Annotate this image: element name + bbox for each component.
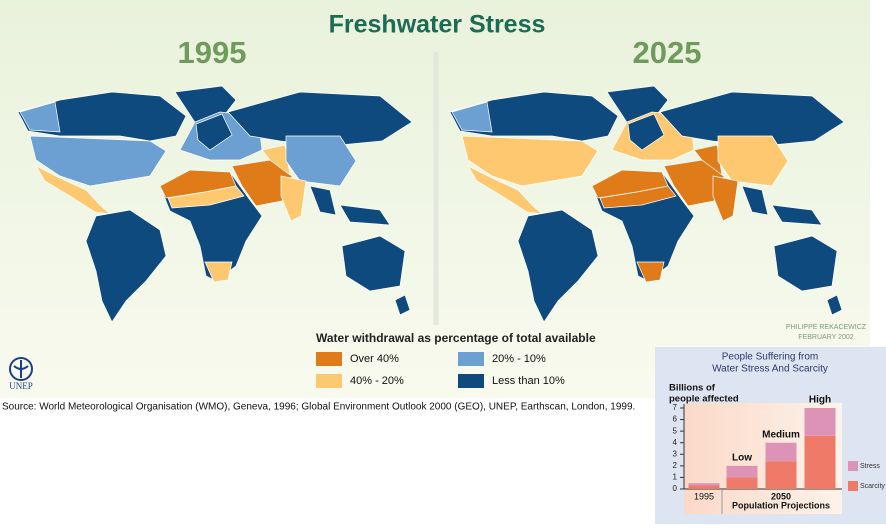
bar-segment — [688, 485, 720, 489]
category-label: Medium — [762, 429, 800, 440]
x-axis-label: Population Projections — [732, 500, 830, 510]
country-region — [261, 144, 291, 176]
country-region — [309, 185, 337, 216]
x-tick-label: 1995 — [694, 491, 714, 501]
country-region — [717, 135, 789, 187]
legend-swatch — [316, 374, 342, 388]
credit: PHILIPPE REKACEWICZ — [786, 324, 867, 331]
source: Source: World Meteorological Organisatio… — [2, 402, 635, 413]
country-region — [394, 294, 411, 316]
y-axis-label: Billions of — [669, 383, 716, 394]
credit: FEBRUARY 2002 — [798, 334, 853, 341]
legend-title: Water withdrawal as percentage of total … — [316, 331, 596, 345]
country-region — [341, 235, 406, 292]
country-region — [773, 235, 838, 292]
y-tick-label: 3 — [673, 449, 678, 458]
bar-segment — [804, 408, 836, 436]
inset-title: Water Stress And Scarcity — [712, 364, 828, 375]
country-region — [227, 91, 413, 147]
y-tick-label: 5 — [673, 426, 678, 435]
y-axis-label: people affected — [669, 394, 739, 405]
legend-swatch — [848, 481, 858, 491]
y-tick-label: 1 — [673, 473, 678, 482]
country-region — [693, 144, 723, 176]
legend-swatch — [458, 374, 484, 388]
country-region — [627, 113, 665, 151]
country-region — [19, 101, 61, 133]
category-label: Low — [732, 452, 752, 463]
legend-label: Scarcity — [860, 483, 885, 490]
country-region — [712, 175, 739, 222]
country-region — [636, 261, 665, 283]
bar-segment — [765, 461, 797, 489]
y-tick-label: 4 — [673, 438, 678, 447]
map-year: 1995 — [178, 35, 247, 70]
bar-segment — [726, 477, 758, 489]
legend-swatch — [316, 352, 342, 366]
map-1995 — [17, 85, 413, 323]
legend: Over 40% 40% - 20% 20% - 10% Less than 10% — [316, 352, 565, 388]
country-region — [461, 135, 599, 187]
country-region — [599, 185, 677, 209]
group-label: 2050 — [771, 491, 791, 501]
country-region — [451, 101, 493, 133]
y-tick-label: 2 — [673, 461, 678, 470]
map-2025 — [449, 85, 845, 323]
legend-label: 20% - 10% — [492, 353, 546, 365]
bar-segment — [765, 442, 797, 462]
country-region — [285, 135, 357, 187]
country-region — [517, 209, 599, 323]
country-region — [280, 175, 307, 222]
bar-segment — [804, 435, 836, 489]
country-region — [771, 204, 823, 226]
country-region — [29, 135, 167, 187]
y-tick-label: 7 — [673, 403, 678, 412]
legend-label: Over 40% — [350, 353, 399, 365]
logo-emblem — [13, 360, 29, 378]
country-region — [449, 91, 619, 142]
country-region — [741, 185, 769, 216]
logo-emblem — [9, 357, 33, 381]
legend-swatch — [848, 461, 858, 471]
country-region — [85, 209, 167, 323]
legend-label: Less than 10% — [492, 375, 565, 387]
legend-label: 40% - 20% — [350, 375, 404, 387]
map-year: 2025 — [633, 35, 702, 70]
category-label: High — [809, 395, 831, 406]
country-region — [167, 185, 245, 209]
country-region — [195, 113, 233, 151]
bar-segment — [688, 483, 720, 486]
country-region — [204, 261, 233, 283]
legend-swatch — [458, 352, 484, 366]
y-tick-label: 6 — [673, 415, 678, 424]
bar-segment — [726, 465, 758, 478]
country-region — [659, 91, 845, 147]
title: Freshwater Stress — [329, 11, 546, 39]
logo-text: UNEP — [9, 381, 33, 391]
inset-title: People Suffering from — [722, 352, 819, 363]
y-tick-label: 0 — [673, 484, 678, 493]
country-region — [826, 294, 843, 316]
country-region — [17, 91, 187, 142]
legend-label: Stress — [860, 463, 880, 470]
country-region — [339, 204, 391, 226]
